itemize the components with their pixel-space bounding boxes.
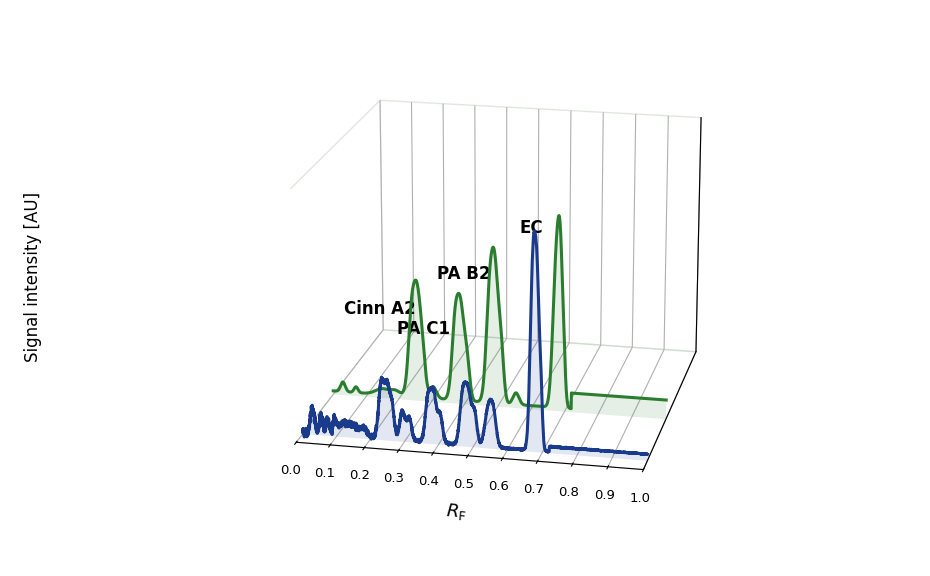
Text: Signal intensity [AU]: Signal intensity [AU] xyxy=(23,191,42,362)
X-axis label: $\mathit{R}_\mathrm{F}$: $\mathit{R}_\mathrm{F}$ xyxy=(445,501,468,522)
